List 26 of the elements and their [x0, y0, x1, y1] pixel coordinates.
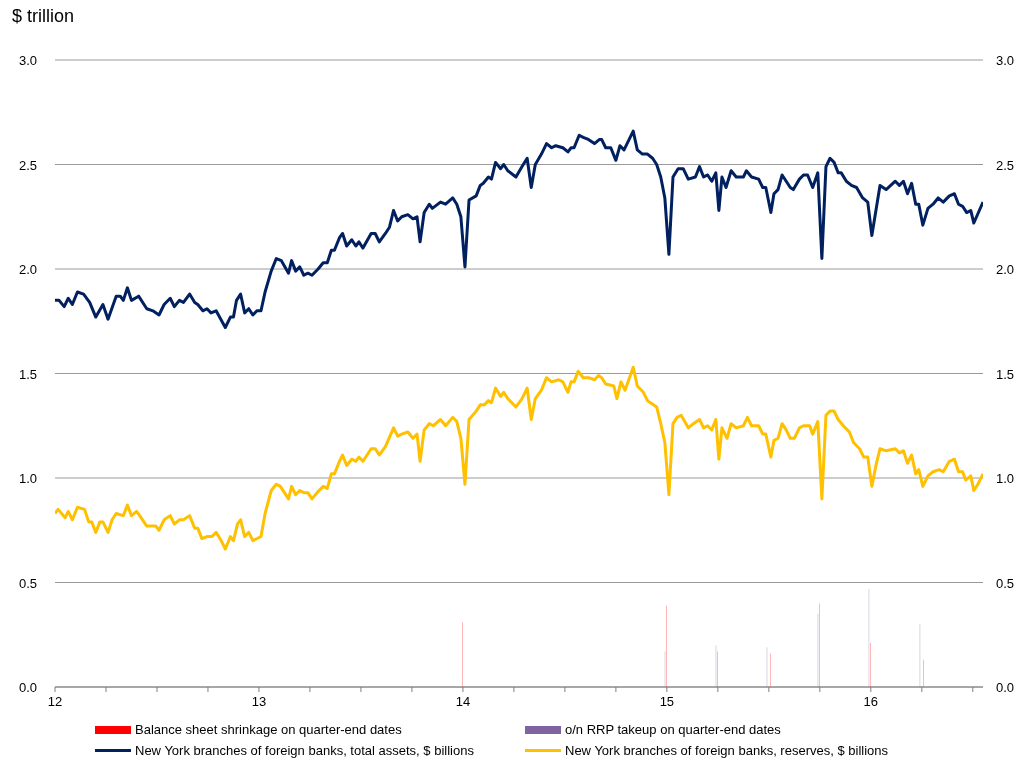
y-tick-label: 2.5: [18, 157, 37, 173]
y-tick-label: 1.5: [18, 366, 37, 382]
y-axis-title: $ trillion: [12, 6, 75, 27]
y-tick-label: 1.0: [18, 471, 37, 486]
x-tick-label: 13: [251, 694, 267, 709]
legend-label: New York branches of foreign banks, reserves, $ billions: [565, 743, 889, 758]
x-tick-label: 14: [455, 694, 471, 709]
y-tick-label: 2.0: [18, 262, 37, 277]
line-series: [55, 129, 983, 330]
legend-label: o/n RRP takeup on quarter-end dates: [565, 722, 781, 737]
x-tick-label: 12: [47, 694, 63, 709]
line-series: [55, 365, 983, 551]
y2-tick-label: 0.5: [996, 575, 1015, 591]
y2-tick-label: 0.0: [996, 680, 1015, 695]
x-tick-label: 15: [659, 694, 675, 709]
y-tick-label: 0.5: [18, 575, 37, 591]
y2-tick-label: 1.0: [996, 471, 1015, 486]
x-tick-label: 16: [863, 694, 879, 709]
y2-tick-label: 3.0: [996, 53, 1015, 68]
y2-tick-label: 1.5: [996, 366, 1015, 382]
legend-label: Balance sheet shrinkage on quarter-end dates: [135, 722, 402, 737]
legend-label: New York branches of foreign banks, total assets, $ billions: [135, 743, 474, 758]
y2-tick-label: 2.5: [996, 157, 1015, 173]
y-tick-label: 0.0: [18, 680, 37, 695]
y2-tick-label: 2.0: [996, 262, 1015, 277]
y-tick-label: 3.0: [18, 53, 37, 68]
